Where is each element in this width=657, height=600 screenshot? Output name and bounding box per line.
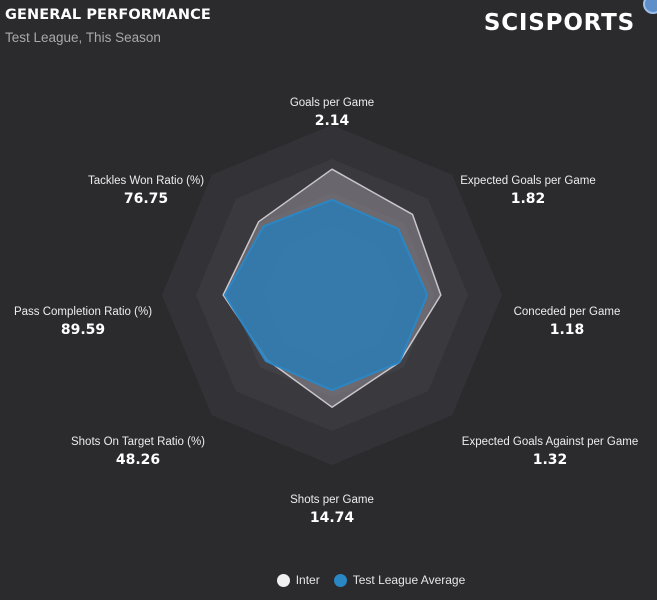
legend-marker-league-average [333, 573, 347, 587]
series-area-league-average [223, 198, 429, 392]
radar-axis-labels: Goals per Game 2.14 Expected Goals per Gam… [14, 97, 638, 526]
axis-value: 76.75 [124, 191, 168, 207]
axis-value: 48.26 [116, 452, 160, 468]
chart-subtitle: Test League, This Season [5, 30, 161, 45]
legend: Inter Test League Average [0, 573, 657, 587]
axis-label: Expected Goals per Game [460, 175, 596, 187]
axis-value: 1.18 [550, 322, 585, 338]
legend-item-inter[interactable]: Inter [276, 573, 320, 587]
legend-label-league-average: Test League Average [352, 573, 466, 587]
chart-title: GENERAL PERFORMANCE [5, 7, 211, 23]
radar-series [222, 168, 442, 408]
axis-label: Shots per Game [290, 494, 374, 506]
axis-value: 1.82 [511, 191, 546, 207]
legend-label-inter: Inter [295, 573, 320, 587]
axis-label: Shots On Target Ratio (%) [71, 436, 205, 448]
scisports-logo: SCISPORTS [483, 10, 635, 36]
axis-label: Tackles Won Ratio (%) [88, 175, 204, 187]
axis-label: Pass Completion Ratio (%) [14, 306, 152, 318]
legend-item-league-average[interactable]: Test League Average [333, 573, 466, 587]
axis-value: 89.59 [61, 322, 105, 338]
axis-value: 1.32 [533, 452, 568, 468]
axis-label: Expected Goals Against per Game [462, 436, 638, 448]
axis-value: 14.74 [310, 510, 355, 526]
axis-value: 2.14 [315, 113, 350, 129]
legend-marker-inter [276, 573, 290, 587]
corner-indicator-icon[interactable] [643, 0, 657, 14]
axis-label: Conceded per Game [514, 306, 621, 318]
axis-label: Goals per Game [290, 97, 374, 109]
